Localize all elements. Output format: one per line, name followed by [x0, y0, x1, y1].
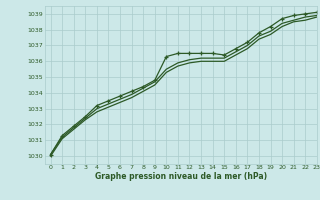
X-axis label: Graphe pression niveau de la mer (hPa): Graphe pression niveau de la mer (hPa)	[95, 172, 267, 181]
